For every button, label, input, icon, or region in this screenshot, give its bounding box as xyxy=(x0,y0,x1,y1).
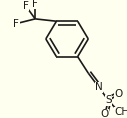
Text: O: O xyxy=(115,89,123,99)
Text: F: F xyxy=(32,0,38,8)
Text: S: S xyxy=(105,95,112,105)
Text: O: O xyxy=(101,110,109,118)
Text: F: F xyxy=(23,1,29,11)
Text: N: N xyxy=(95,82,103,92)
Text: CH₃: CH₃ xyxy=(114,107,127,117)
Text: F: F xyxy=(13,19,19,29)
